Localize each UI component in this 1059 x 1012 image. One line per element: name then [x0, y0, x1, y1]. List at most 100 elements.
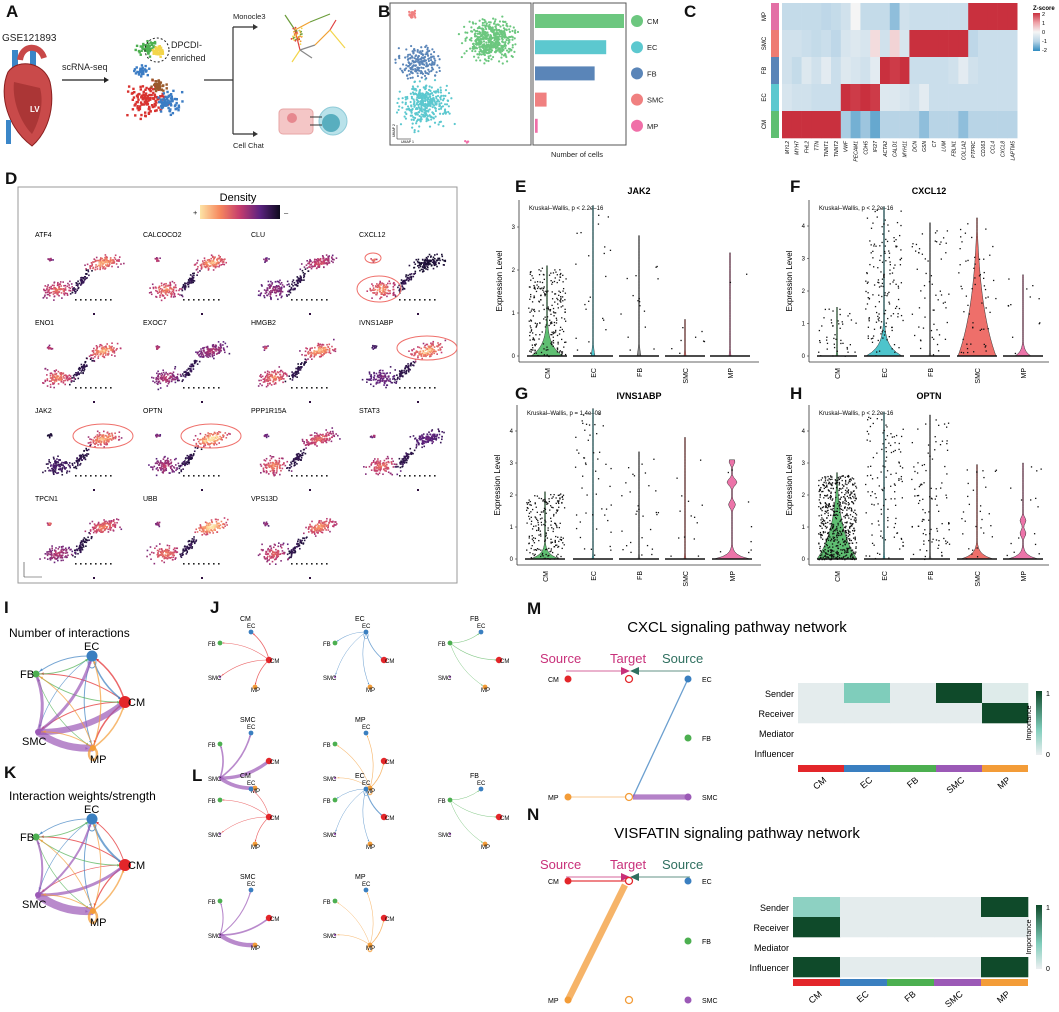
- density-point: [434, 299, 436, 301]
- density-point: [106, 263, 109, 266]
- density-point: [375, 381, 378, 384]
- density-point: [168, 291, 170, 294]
- umap-point-fb: [433, 57, 436, 60]
- density-point: [401, 281, 404, 284]
- density-point: [405, 372, 408, 375]
- cell-interaction-illustration: [278, 106, 348, 136]
- cluster-point: [165, 87, 168, 90]
- density-point: [189, 456, 192, 458]
- density-point: [61, 467, 64, 469]
- density-point: [200, 438, 202, 441]
- density-point: [85, 299, 87, 301]
- density-point: [322, 354, 324, 357]
- umap-point-ec: [410, 114, 414, 117]
- density-point: [421, 357, 423, 360]
- cluster-point: [137, 73, 141, 76]
- umap-point-ec: [412, 116, 415, 119]
- density-point: [301, 353, 303, 356]
- density-point: [214, 345, 217, 348]
- density-point: [98, 351, 101, 353]
- density-point: [186, 369, 188, 371]
- density-point: [171, 290, 174, 293]
- density-point: [436, 265, 438, 268]
- density-point: [199, 439, 201, 441]
- density-point: [267, 384, 269, 387]
- density-point: [104, 346, 106, 348]
- density-point: [380, 284, 382, 286]
- density-point: [101, 259, 104, 262]
- heatmap-cell: [938, 111, 949, 139]
- density-point: [85, 475, 87, 477]
- cluster-point: [155, 86, 158, 89]
- umap-point-ec: [416, 85, 419, 88]
- density-point: [286, 295, 288, 297]
- density-point: [305, 347, 307, 349]
- density-point: [200, 443, 202, 445]
- density-point: [51, 373, 54, 376]
- density-point: [51, 284, 54, 287]
- density-point: [270, 290, 272, 292]
- density-point: [291, 379, 294, 381]
- cluster-point: [126, 113, 129, 117]
- density-point: [90, 354, 93, 357]
- density-point: [49, 346, 51, 349]
- density-point: [148, 291, 151, 294]
- cluster-point: [142, 43, 145, 47]
- density-point: [437, 257, 439, 260]
- density-point: [307, 270, 310, 272]
- umap-point-cm: [503, 44, 506, 47]
- density-point: [56, 293, 59, 296]
- heatmap-cell: [938, 57, 949, 85]
- density-point: [105, 264, 107, 266]
- row-label: SMC: [762, 36, 768, 50]
- density-point: [271, 375, 274, 378]
- density-point: [424, 352, 427, 355]
- density-point: [196, 259, 199, 262]
- density-point: [92, 351, 95, 354]
- heatmap-cell: [782, 111, 793, 139]
- density-point: [213, 348, 216, 351]
- density-point: [49, 461, 52, 464]
- umap-point-fb: [409, 70, 413, 73]
- umap-point-fb: [430, 69, 433, 73]
- density-point: [444, 259, 447, 262]
- row-color-cm: [771, 111, 779, 138]
- density-point: [185, 462, 187, 465]
- highlight-ellipse: [72, 423, 134, 449]
- density-point: [416, 265, 419, 267]
- cluster-point: [140, 64, 144, 67]
- density-point: [280, 378, 283, 380]
- umap-point-cm: [512, 26, 515, 29]
- density-point: [417, 401, 419, 403]
- umap-point-fb: [438, 66, 441, 69]
- umap-point-ec: [427, 88, 431, 92]
- umap-point-ec: [420, 113, 423, 116]
- density-point: [166, 288, 169, 291]
- cluster-point: [159, 100, 162, 104]
- density-point: [102, 266, 104, 269]
- density-point: [106, 431, 109, 434]
- density-point: [310, 351, 313, 354]
- density-point: [210, 262, 212, 265]
- density-point: [321, 387, 323, 389]
- density-point: [369, 289, 372, 291]
- umap-point-cm: [481, 24, 484, 27]
- density-point: [324, 347, 326, 349]
- density-point: [159, 382, 162, 385]
- density-point: [165, 285, 167, 288]
- density-point: [383, 284, 386, 286]
- density-point: [198, 387, 200, 389]
- density-point: [184, 370, 187, 373]
- row-color-ec: [771, 84, 779, 111]
- density-point: [291, 299, 293, 301]
- density-point: [222, 347, 225, 349]
- density-point: [268, 285, 271, 288]
- density-point: [381, 380, 384, 382]
- density-point: [60, 288, 63, 290]
- density-point: [200, 348, 202, 350]
- umap-point-cm: [510, 54, 513, 58]
- density-point: [409, 368, 411, 371]
- density-point: [286, 280, 289, 283]
- density-point: [265, 374, 268, 377]
- density-point: [198, 360, 201, 363]
